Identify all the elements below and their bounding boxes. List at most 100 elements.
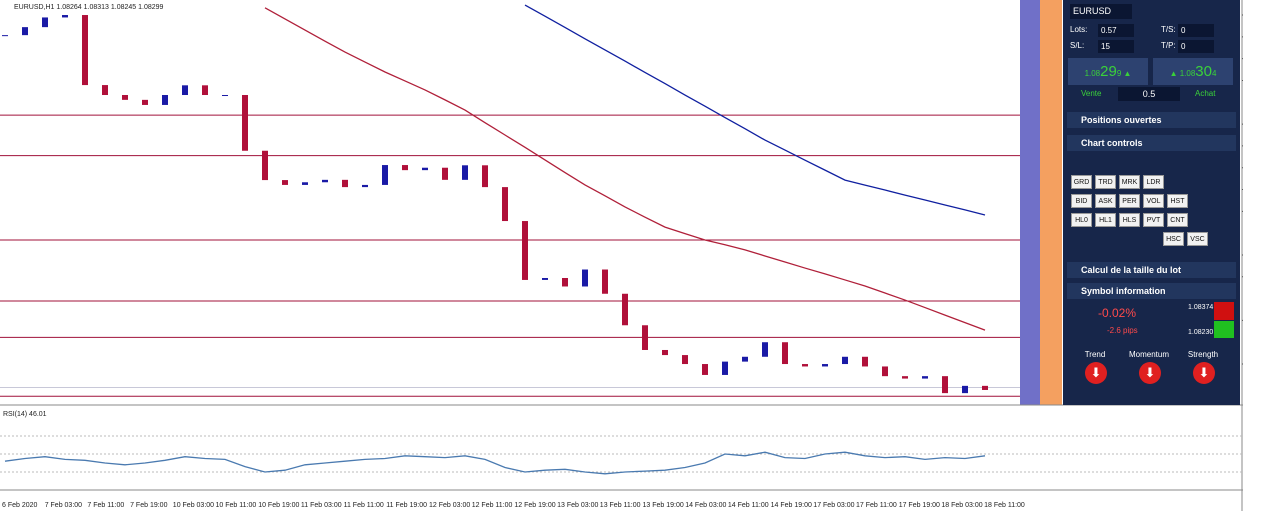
button[interactable]: HL0 bbox=[1071, 213, 1092, 227]
label: Achat bbox=[1195, 89, 1216, 98]
indicator-label: Strength bbox=[1187, 350, 1219, 359]
button[interactable]: HLS bbox=[1119, 213, 1140, 227]
candle bbox=[322, 179, 328, 183]
indicator-icon: ⬇ bbox=[1085, 362, 1107, 384]
volume-input[interactable]: 0.5 bbox=[1118, 87, 1180, 101]
x-tick-label: 11 Feb 11:00 bbox=[344, 502, 384, 509]
candle bbox=[242, 95, 248, 151]
candle bbox=[282, 180, 288, 185]
button[interactable]: HSC bbox=[1163, 232, 1184, 246]
band bbox=[1020, 0, 1040, 405]
candle bbox=[562, 277, 568, 287]
low: 1.08230 bbox=[1188, 329, 1214, 336]
x-tick-label: 12 Feb 03:00 bbox=[429, 502, 470, 509]
tp-input[interactable]: 0 bbox=[1178, 40, 1214, 53]
label: T/P: bbox=[1161, 41, 1176, 50]
x-tick-label: 7 Feb 11:00 bbox=[87, 502, 124, 509]
price: 29 bbox=[1100, 63, 1117, 80]
label: T/S: bbox=[1161, 25, 1176, 34]
x-tick-label: 12 Feb 11:00 bbox=[472, 502, 513, 509]
button[interactable]: VOL bbox=[1143, 194, 1164, 208]
x-tick-label: 7 Feb 19:00 bbox=[130, 502, 167, 509]
candle bbox=[22, 27, 28, 36]
candle bbox=[402, 165, 408, 171]
button[interactable]: TRD bbox=[1095, 175, 1116, 189]
trade-panel: EURUSD Lots: 0.57 T/S: 0 S/L: 15 T/P: 0 … bbox=[1063, 0, 1240, 405]
rsi-line bbox=[4, 451, 986, 475]
indicator-icon: ⬇ bbox=[1139, 362, 1161, 384]
candle bbox=[502, 187, 508, 222]
ts-input[interactable]: 0 bbox=[1178, 24, 1214, 37]
high-box bbox=[1214, 302, 1234, 320]
candle bbox=[262, 150, 268, 181]
button[interactable]: LDR bbox=[1143, 175, 1164, 189]
buy-button[interactable]: ▲ 1.08304 bbox=[1153, 58, 1233, 85]
candle bbox=[702, 364, 708, 375]
high: 1.08374 bbox=[1188, 304, 1214, 311]
button[interactable]: ASK bbox=[1095, 194, 1116, 208]
candle bbox=[642, 325, 648, 350]
button[interactable]: CNT bbox=[1167, 213, 1188, 227]
button[interactable]: VSC bbox=[1187, 232, 1208, 246]
candle bbox=[862, 356, 868, 367]
moving-average bbox=[524, 4, 986, 216]
candle bbox=[982, 385, 988, 390]
button[interactable]: HST bbox=[1167, 194, 1188, 208]
price: 1.08 bbox=[1084, 69, 1101, 78]
x-tick-label: 10 Feb 19:00 bbox=[258, 502, 299, 509]
symbol-select[interactable]: EURUSD bbox=[1070, 4, 1132, 19]
candle bbox=[302, 182, 308, 185]
indicator-icon: ⬇ bbox=[1193, 362, 1215, 384]
change-pct: -0.02% bbox=[1098, 306, 1137, 320]
candle bbox=[442, 167, 448, 180]
candle bbox=[82, 15, 88, 86]
sl-input[interactable]: 15 bbox=[1098, 40, 1134, 53]
rsi-title: RSI(14) 46.01 bbox=[3, 411, 47, 418]
candle bbox=[762, 342, 768, 357]
candle bbox=[822, 364, 828, 367]
button[interactable]: GRD bbox=[1071, 175, 1092, 189]
x-tick-label: 17 Feb 03:00 bbox=[813, 502, 854, 509]
candle bbox=[102, 85, 108, 96]
x-tick-label: 12 Feb 19:00 bbox=[514, 502, 555, 509]
moving-average bbox=[264, 7, 986, 331]
candle bbox=[962, 385, 968, 394]
x-tick-label: 17 Feb 19:00 bbox=[899, 502, 940, 509]
x-tick-label: 6 Feb 2020 bbox=[2, 502, 38, 509]
x-tick-label: 7 Feb 03:00 bbox=[45, 502, 82, 509]
button[interactable]: PER bbox=[1119, 194, 1140, 208]
button[interactable]: MRK bbox=[1119, 175, 1140, 189]
x-tick-label: 11 Feb 03:00 bbox=[301, 502, 342, 509]
band bbox=[1040, 0, 1062, 405]
candle bbox=[722, 361, 728, 375]
candle bbox=[222, 95, 228, 97]
candle bbox=[482, 165, 488, 188]
x-tick-label: 14 Feb 19:00 bbox=[771, 502, 812, 509]
sell-button[interactable]: 1.08299 ▲ bbox=[1068, 58, 1148, 85]
x-tick-label: 17 Feb 11:00 bbox=[856, 502, 897, 509]
candle bbox=[542, 277, 548, 280]
candle bbox=[202, 85, 208, 96]
candle bbox=[842, 356, 848, 365]
price: 9 bbox=[1116, 69, 1122, 78]
button[interactable]: HL1 bbox=[1095, 213, 1116, 227]
section-header[interactable]: Chart controls bbox=[1067, 135, 1236, 151]
price: 4 bbox=[1211, 69, 1217, 78]
candle bbox=[462, 165, 468, 180]
label: Lots: bbox=[1070, 25, 1088, 34]
button[interactable]: PVT bbox=[1143, 213, 1164, 227]
x-tick-label: 14 Feb 11:00 bbox=[728, 502, 769, 509]
candle bbox=[2, 35, 8, 37]
section-header[interactable]: Calcul de la taille du lot bbox=[1067, 262, 1236, 278]
section-header[interactable]: Positions ouvertes bbox=[1067, 112, 1236, 128]
candle bbox=[602, 269, 608, 294]
candle bbox=[522, 221, 528, 280]
candle bbox=[802, 364, 808, 367]
window-title: EURUSD,H1 1.08264 1.08313 1.08245 1.0829… bbox=[14, 4, 164, 11]
candle bbox=[902, 376, 908, 379]
button[interactable]: BID bbox=[1071, 194, 1092, 208]
lots-input[interactable]: 0.57 bbox=[1098, 24, 1134, 37]
x-tick-label: 18 Feb 11:00 bbox=[984, 502, 1025, 509]
chart: EURUSD,H1 1.08264 1.08313 1.08245 1.0829… bbox=[0, 0, 1243, 511]
section-header[interactable]: Symbol information bbox=[1067, 283, 1236, 299]
